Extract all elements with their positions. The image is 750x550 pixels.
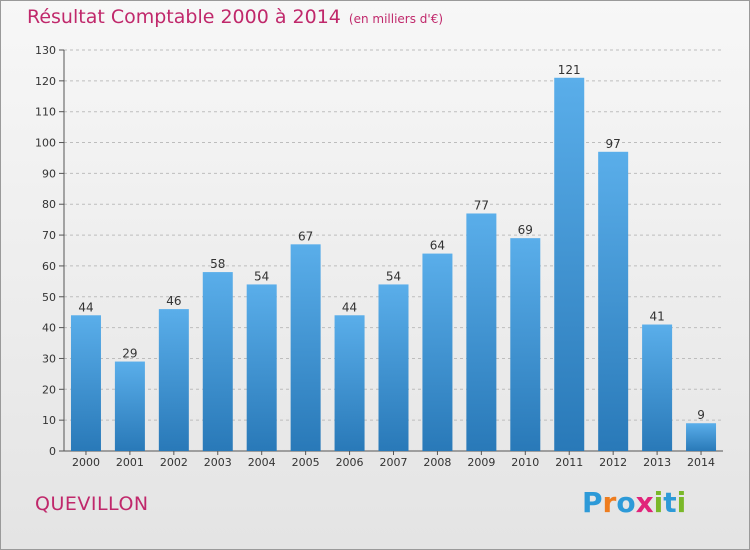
y-tick-label: 70 [42,229,56,242]
bar-2002 [158,309,189,451]
value-label-2004: 54 [254,269,269,283]
x-tick-label-2012: 2012 [599,456,627,469]
x-tick-label-2011: 2011 [555,456,583,469]
y-tick-label: 60 [42,260,56,273]
y-tick-label: 90 [42,167,56,180]
bar-2006 [334,315,365,451]
x-tick-label-2006: 2006 [336,456,364,469]
y-tick-label: 30 [42,352,56,365]
logo-letter: o [616,486,636,519]
y-tick-label: 110 [35,106,56,119]
x-tick-label-2005: 2005 [292,456,320,469]
value-label-2000: 44 [78,300,93,314]
logo-letter: x [635,486,654,519]
title-block: Résultat Comptable 2000 à 2014 (en millie… [27,6,443,28]
x-tick-label-2003: 2003 [204,456,232,469]
bar-2001 [114,361,145,451]
value-label-2010: 69 [518,223,533,237]
bar-2000 [70,315,101,451]
value-label-2009: 77 [474,198,489,212]
bar-2009 [466,213,497,451]
value-label-2003: 58 [210,257,225,271]
x-tick-label-2008: 2008 [423,456,451,469]
bar-2003 [202,272,233,451]
bar-2004 [246,284,277,451]
y-tick-label: 0 [49,445,56,458]
value-label-2002: 46 [166,294,181,308]
value-label-2007: 54 [386,269,401,283]
logo-letter: i [676,486,687,519]
bar-2012 [598,151,629,452]
y-tick-label: 130 [35,44,56,57]
bar-2010 [510,238,541,451]
value-label-2011: 121 [558,63,581,77]
value-label-2005: 67 [298,229,313,243]
x-tick-label-2009: 2009 [467,456,495,469]
bar-2013 [642,324,673,451]
x-tick-label-2014: 2014 [687,456,715,469]
bar-2008 [422,253,453,451]
value-label-2001: 29 [122,347,137,361]
x-tick-label-2004: 2004 [248,456,276,469]
y-tick-label: 100 [35,137,56,150]
bar-2005 [290,244,321,451]
x-tick-label-2007: 2007 [380,456,408,469]
x-tick-label-2002: 2002 [160,456,188,469]
value-label-2014: 9 [697,408,705,422]
bar-2011 [554,77,585,451]
bars [70,77,717,452]
x-tick-label-2001: 2001 [116,456,144,469]
chart-title: Résultat Comptable 2000 à 2014 [27,6,341,28]
value-labels: 44 29 46 58 54 67 44 54 64 77 69 121 97 41 9 [78,63,705,422]
bar-2014 [686,423,717,451]
chart-subtitle: (en milliers d'€) [348,12,444,26]
y-tick-labels: 0 10 20 30 40 50 60 70 80 90 100 110 120 130 [35,44,56,458]
x-tick-label-2000: 2000 [72,456,100,469]
y-tick-label: 40 [42,322,56,335]
x-tick-label-2010: 2010 [511,456,539,469]
x-tick-labels: 2000 2001 2002 2003 2004 2005 2006 2007 2008 2009… [72,451,715,469]
logo-letter: i [653,486,664,519]
y-tick-label: 10 [42,414,56,427]
y-tick-label: 20 [42,383,56,396]
bar-2007 [378,284,409,451]
y-tick-label: 50 [42,291,56,304]
x-tick-label-2013: 2013 [643,456,671,469]
y-tick-label: 80 [42,198,56,211]
value-label-2006: 44 [342,300,357,314]
value-label-2012: 97 [606,137,621,151]
proxiti-logo: Proxiti [582,486,686,519]
value-label-2013: 41 [649,310,664,324]
commune-name: QUEVILLON [35,493,149,515]
logo-letter: t [663,486,677,519]
logo-letter: P [582,486,603,519]
value-label-2008: 64 [430,239,445,253]
y-tick-label: 120 [35,75,56,88]
logo-letter: r [602,486,617,519]
